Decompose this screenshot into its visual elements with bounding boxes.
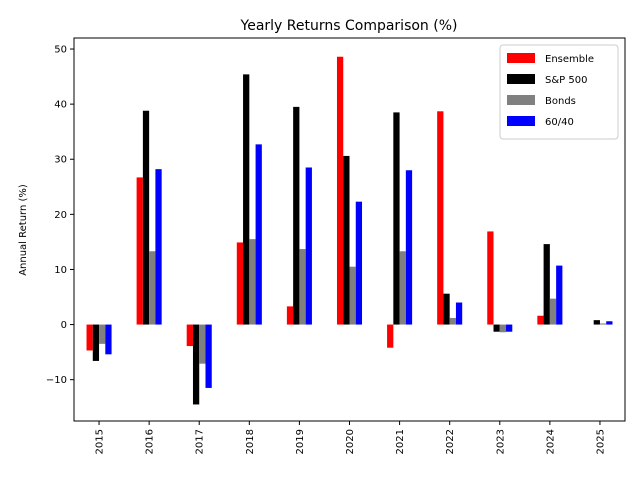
y-tick-label: 40 bbox=[54, 100, 67, 111]
bar-s-p-500-2015 bbox=[92, 324, 100, 361]
bar-bonds-2017 bbox=[199, 324, 206, 364]
x-tick-label: 2020 bbox=[345, 429, 356, 454]
legend-label: S&P 500 bbox=[545, 75, 587, 86]
bar-bonds-2016 bbox=[149, 251, 156, 325]
bar-s-p-500-2017 bbox=[192, 324, 200, 405]
x-tick-label: 2015 bbox=[95, 429, 106, 454]
y-tick-label: 30 bbox=[54, 155, 67, 166]
chart-title: Yearly Returns Comparison (%) bbox=[240, 18, 458, 34]
legend-swatch bbox=[507, 95, 535, 105]
y-tick-label: 10 bbox=[54, 265, 67, 276]
bar-s-p-500-2024 bbox=[543, 244, 550, 325]
y-tick-label: 50 bbox=[54, 45, 67, 56]
bar-s-p-500-2020 bbox=[343, 155, 350, 325]
bar-60-40-2023 bbox=[506, 324, 513, 332]
bar-ensemble-2024 bbox=[537, 315, 544, 325]
x-tick-label: 2017 bbox=[195, 429, 206, 454]
bar-ensemble-2020 bbox=[336, 56, 344, 325]
bar-60-40-2024 bbox=[556, 265, 563, 325]
bar-ensemble-2016 bbox=[136, 177, 143, 325]
legend-swatch bbox=[507, 116, 535, 126]
bar-ensemble-2022 bbox=[437, 111, 444, 325]
y-tick-label: −10 bbox=[46, 375, 67, 386]
y-ticks-group: −10 0 10 20 30 40 50 bbox=[46, 45, 74, 386]
bar-bonds-2025 bbox=[599, 323, 607, 325]
x-tick-label: 2022 bbox=[445, 429, 456, 454]
bar-bonds-2021 bbox=[399, 251, 406, 325]
x-tick-label: 2025 bbox=[595, 429, 606, 454]
x-tick-label: 2016 bbox=[145, 429, 156, 454]
bar-ensemble-2018 bbox=[236, 242, 244, 325]
y-axis-label: Annual Return (%) bbox=[18, 184, 29, 276]
bar-s-p-500-2023 bbox=[493, 324, 500, 332]
x-ticks-group: 2015 2016 2017 2018 2019 2020 2021 2022 2023 2024… bbox=[95, 421, 606, 454]
bar-bonds-2019 bbox=[299, 249, 306, 325]
bar-60-40-2015 bbox=[105, 324, 112, 355]
bar-bonds-2023 bbox=[499, 324, 507, 333]
bar-s-p-500-2016 bbox=[142, 110, 150, 325]
bar-60-40-2017 bbox=[205, 324, 212, 388]
y-tick-label: 20 bbox=[54, 210, 67, 221]
legend-swatch bbox=[507, 53, 535, 63]
bar-60-40-2019 bbox=[305, 167, 312, 325]
bar-ensemble-2015 bbox=[86, 324, 93, 351]
bar-60-40-2022 bbox=[455, 302, 463, 325]
bar-ensemble-2023 bbox=[487, 231, 494, 325]
bar-s-p-500-2021 bbox=[393, 112, 400, 325]
bar-bonds-2018 bbox=[249, 239, 256, 325]
x-tick-label: 2018 bbox=[245, 429, 256, 454]
x-tick-label: 2019 bbox=[295, 429, 306, 454]
bar-60-40-2018 bbox=[255, 144, 262, 325]
bar-ensemble-2017 bbox=[186, 324, 193, 347]
legend-label: Bonds bbox=[545, 96, 576, 107]
legend-label: 60/40 bbox=[545, 117, 574, 128]
legend-box bbox=[499, 44, 619, 140]
bar-bonds-2015 bbox=[99, 324, 106, 344]
bar-ensemble-2021 bbox=[387, 324, 394, 348]
legend-label: Ensemble bbox=[545, 54, 594, 65]
bar-60-40-2021 bbox=[405, 170, 413, 325]
bar-s-p-500-2019 bbox=[293, 106, 300, 325]
bar-bonds-2022 bbox=[449, 317, 456, 325]
bar-s-p-500-2025 bbox=[593, 320, 600, 325]
x-tick-label: 2024 bbox=[545, 429, 556, 454]
bar-60-40-2016 bbox=[155, 169, 162, 325]
bar-ensemble-2019 bbox=[286, 306, 294, 325]
bar-s-p-500-2022 bbox=[443, 293, 450, 325]
y-tick-label: 0 bbox=[61, 320, 67, 331]
legend: Ensemble S&P 500 Bonds 60/40 bbox=[499, 44, 619, 140]
bar-60-40-2020 bbox=[355, 201, 363, 325]
plot-frame bbox=[73, 37, 626, 422]
bar-60-40-2025 bbox=[606, 321, 613, 325]
bar-bonds-2024 bbox=[549, 298, 557, 325]
bar-s-p-500-2018 bbox=[243, 74, 250, 325]
bars-group bbox=[86, 56, 613, 405]
x-tick-label: 2021 bbox=[395, 429, 406, 454]
x-tick-label: 2023 bbox=[495, 429, 506, 454]
legend-swatch bbox=[507, 74, 535, 84]
bar-bonds-2020 bbox=[349, 266, 356, 325]
